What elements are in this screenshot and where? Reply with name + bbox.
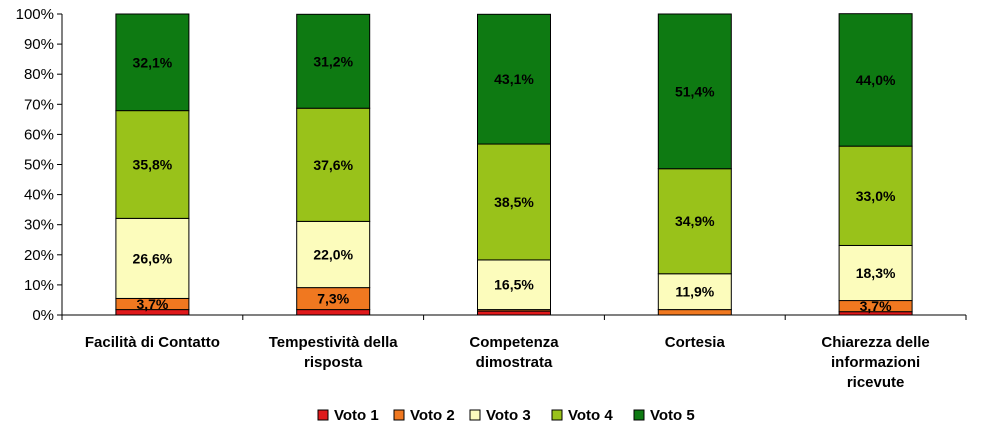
data-label-voto-2: 7,3%: [317, 291, 349, 307]
legend-swatch: [551, 409, 563, 421]
data-label-voto-2: 3,7%: [136, 296, 168, 312]
bar-segment-voto-3: [657, 273, 732, 311]
legend-swatch: [469, 409, 481, 421]
data-label-voto-4: 37,6%: [313, 157, 353, 173]
data-label-voto-5: 32,1%: [133, 54, 173, 70]
legend-item-voto-1: Voto 1: [317, 407, 379, 424]
bar-segment-voto-3: [115, 217, 190, 299]
y-tick-label: 20%: [24, 247, 54, 264]
data-label-voto-3: 11,9%: [675, 284, 714, 300]
bar-segment-voto-3: [296, 220, 371, 289]
data-label-voto-4: 38,5%: [494, 194, 534, 210]
bar-segment-voto-1: [296, 309, 371, 316]
legend-item-voto-4: Voto 4: [551, 407, 613, 424]
bar-segment-voto-2: [657, 309, 732, 316]
y-tick-label: 40%: [24, 187, 54, 204]
legend-label: Voto 4: [568, 407, 613, 424]
data-labels: 3,7% 26,6% 35,8% 32,1% 7,3% 22,0% 37,6% 31,2% 16…: [133, 53, 896, 314]
bar-segment-voto-4: [115, 110, 190, 219]
y-tick-label: 90%: [24, 36, 54, 53]
bar-segment-voto-5: [296, 13, 371, 109]
bars: [115, 13, 913, 316]
legend-label: Voto 1: [334, 407, 379, 424]
bar-segment-voto-4: [838, 145, 913, 246]
data-label-voto-3: 26,6%: [133, 250, 173, 266]
y-tick-label: 10%: [24, 277, 54, 294]
data-label-voto-3: 18,3%: [856, 265, 896, 281]
bar-segment-voto-5: [115, 13, 190, 112]
y-tick-label: 30%: [24, 217, 54, 234]
data-label-voto-5: 31,2%: [313, 53, 353, 69]
bar-segment-voto-5: [838, 13, 913, 147]
axes: 0% 10% 20% 30% 40% 50% 60% 70% 80% 90% 100%: [16, 6, 967, 324]
y-tick-label: 80%: [24, 66, 54, 83]
category-label: Chiarezza delle informazioni ricevute: [821, 334, 929, 391]
bar-segment-voto-5: [657, 13, 732, 170]
legend: Voto 1 Voto 2 Voto 3 Voto 4 Voto 5: [317, 407, 695, 424]
legend-item-voto-5: Voto 5: [633, 407, 695, 424]
y-tick-label: 70%: [24, 96, 54, 113]
legend-item-voto-3: Voto 3: [469, 407, 531, 424]
legend-swatch: [317, 409, 329, 421]
data-label-voto-5: 44,0%: [856, 72, 896, 88]
data-label-voto-4: 35,8%: [133, 157, 173, 173]
category-label: Facilità di Contatto: [85, 334, 220, 351]
y-tick-label: 60%: [24, 126, 54, 143]
category-label: Tempestività della risposta: [269, 334, 399, 371]
data-label-voto-3: 22,0%: [313, 246, 353, 262]
y-tick-label: 0%: [32, 307, 54, 324]
data-label-voto-4: 33,0%: [856, 188, 896, 204]
legend-item-voto-2: Voto 2: [393, 407, 455, 424]
bar-segment-voto-4: [477, 143, 551, 261]
category-label: Cortesia: [665, 334, 726, 351]
category-label: Competenza dimostrata: [469, 334, 559, 371]
category-labels: Facilità di Contatto Tempestività della ri…: [85, 334, 930, 391]
y-tick-label: 100%: [16, 6, 54, 23]
data-label-voto-5: 51,4%: [675, 83, 715, 99]
bar-segment-voto-4: [296, 107, 371, 222]
data-label-voto-2: 3,7%: [860, 298, 892, 314]
data-label-voto-4: 34,9%: [675, 213, 715, 229]
data-label-voto-3: 16,5%: [494, 277, 534, 293]
legend-label: Voto 3: [486, 407, 531, 424]
data-label-voto-5: 43,1%: [494, 71, 534, 87]
bar-segment-voto-5: [477, 13, 551, 145]
bar-segment-voto-4: [657, 168, 732, 275]
bar-segment-voto-1: [477, 310, 551, 316]
legend-swatch: [633, 409, 645, 421]
legend-swatch: [393, 409, 405, 421]
legend-label: Voto 5: [650, 407, 695, 424]
legend-label: Voto 2: [410, 407, 455, 424]
y-tick-label: 50%: [24, 157, 54, 174]
bar-segment-voto-3: [477, 259, 551, 311]
